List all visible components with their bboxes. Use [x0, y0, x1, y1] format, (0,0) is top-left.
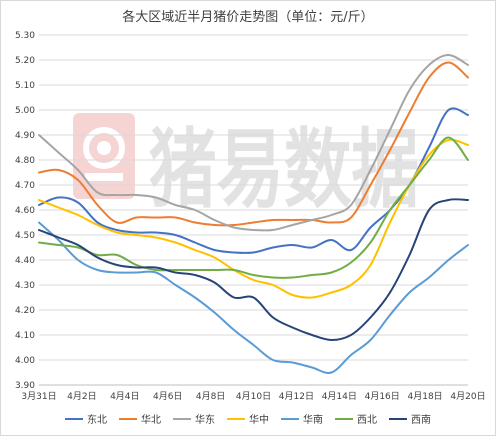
- x-tick-label: 4月20日: [450, 391, 485, 402]
- x-tick-label: 4月12日: [279, 391, 314, 402]
- watermark-text: 猪易数据: [149, 120, 419, 220]
- y-axis: 3.90 4.00 4.10 4.20 4.30 4.40 4.50 4.60 4.70 4.80…: [15, 31, 35, 391]
- y-tick-label: 5.10: [15, 81, 35, 91]
- y-tick-label: 3.90: [15, 381, 35, 391]
- series-layer: [38, 54, 469, 374]
- grid-lines: [39, 34, 468, 386]
- x-tick-label: 4月4日: [110, 391, 139, 402]
- y-tick-label: 4.60: [15, 206, 35, 216]
- x-axis: 3月31日 4月2日 4月4日 4月6日 4月8日 4月10日 4月12日 4月14日 4月16…: [21, 384, 486, 402]
- series-line-4: [38, 221, 469, 374]
- y-tick-label: 4.80: [15, 156, 35, 166]
- y-tick-label: 4.70: [15, 181, 35, 191]
- legend-label: 西北: [357, 414, 377, 426]
- legend-label: 华北: [141, 413, 161, 426]
- x-tick-label: 4月16日: [365, 391, 400, 402]
- y-tick-label: 4.00: [15, 356, 35, 366]
- y-tick-label: 4.50: [15, 231, 35, 241]
- x-tick-label: 3月31日: [21, 391, 56, 402]
- y-tick-label: 4.20: [15, 306, 35, 316]
- y-tick-label: 4.30: [15, 281, 35, 291]
- legend-label: 西南: [411, 413, 431, 426]
- x-tick-label: 4月2日: [67, 391, 96, 402]
- legend-label: 华南: [303, 413, 323, 426]
- y-tick-label: 5.30: [15, 31, 35, 41]
- x-tick-label: 4月10日: [236, 391, 271, 402]
- legend-label: 华东: [195, 413, 215, 426]
- x-tick-label: 4月6日: [153, 391, 182, 402]
- y-tick-label: 4.90: [15, 131, 35, 141]
- series-line-5: [38, 136, 469, 279]
- x-tick-label: 4月14日: [322, 391, 357, 402]
- series-line-2: [38, 54, 469, 232]
- y-tick-label: 4.40: [15, 256, 35, 266]
- y-tick-label: 5.20: [15, 56, 35, 66]
- series-line-1: [38, 61, 469, 227]
- series-line-3: [38, 138, 469, 299]
- y-tick-label: 5.00: [15, 106, 35, 116]
- y-tick-label: 4.10: [15, 331, 35, 341]
- legend-label: 华中: [249, 413, 269, 426]
- x-tick-label: 4月18日: [408, 391, 443, 402]
- legend-label: 东北: [87, 413, 107, 426]
- watermark: 猪易数据: [73, 113, 419, 220]
- chart-title: 各大区域近半月猪价走势图（单位：元/斤）: [122, 9, 373, 25]
- x-tick-label: 4月8日: [196, 391, 225, 402]
- series-line-6: [38, 198, 469, 341]
- legend: 东北 华北 华东 华中 华南 西北 西南: [65, 413, 431, 426]
